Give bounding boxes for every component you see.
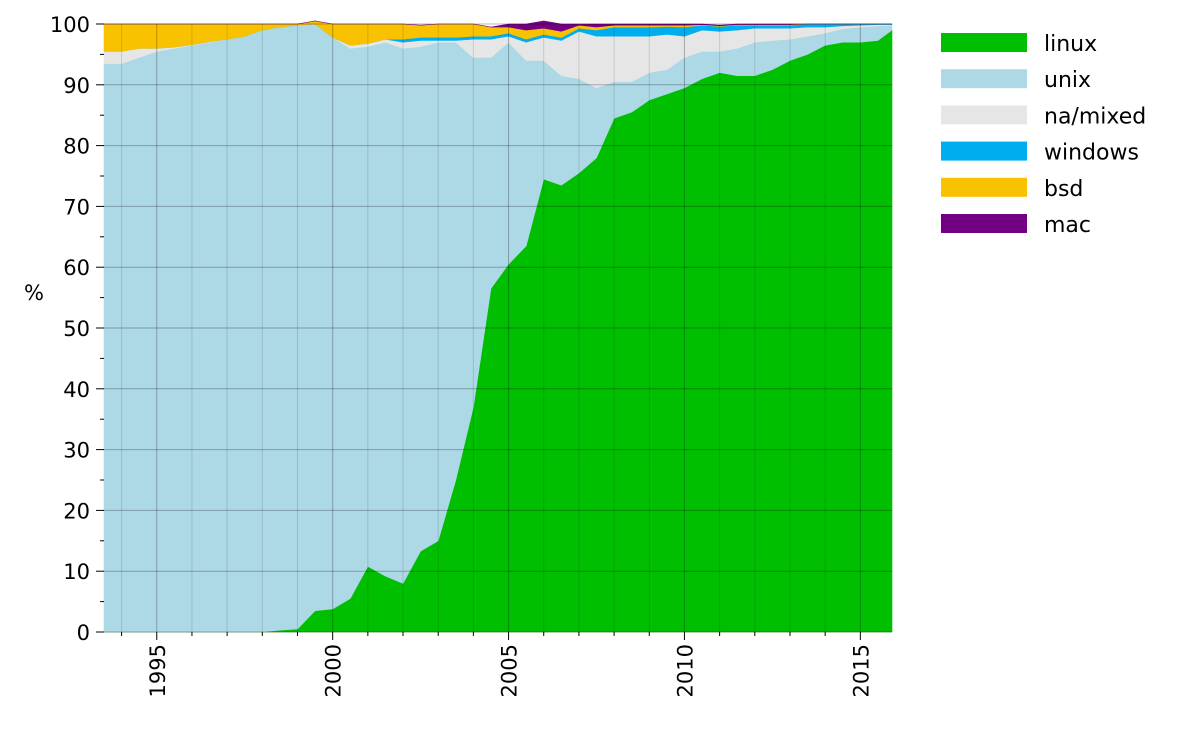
legend-swatch-mac: [941, 214, 1027, 233]
x-tick-label: 2000: [322, 644, 346, 697]
x-tick-label: 2015: [849, 644, 873, 697]
y-tick-label: 20: [63, 499, 90, 523]
legend-label: unix: [1044, 68, 1091, 93]
legend-swatch-na-mixed: [941, 105, 1027, 125]
x-tick-label: 2010: [673, 644, 697, 697]
legend: linux unix na/mixed windows bsd mac: [941, 32, 1146, 238]
y-tick-label: 80: [63, 135, 90, 159]
series-areas: [103, 20, 893, 633]
x-tick-labels: 1995 2000 2005 2010 2015: [146, 644, 874, 697]
y-axis-label: %: [24, 281, 44, 305]
legend-swatch-unix: [941, 69, 1027, 89]
legend-swatch-bsd: [941, 177, 1027, 197]
y-tick-label: 90: [63, 74, 90, 98]
y-tick-label: 0: [77, 621, 90, 645]
x-tick-label: 1995: [146, 644, 170, 697]
y-tick-label: 10: [63, 560, 90, 584]
legend-swatch-linux: [941, 33, 1027, 52]
y-tick-label: 70: [63, 195, 90, 219]
y-tick-label: 100: [50, 13, 90, 37]
legend-label: windows: [1044, 141, 1139, 166]
grid-lines: [104, 23, 892, 633]
legend-swatch-windows: [941, 141, 1027, 161]
legend-label: mac: [1044, 213, 1091, 238]
axis-ticks: [96, 23, 861, 640]
legend-label: linux: [1044, 32, 1097, 57]
y-tick-label: 40: [63, 378, 90, 402]
y-tick-label: 50: [63, 317, 90, 341]
area-mac: [104, 20, 892, 32]
x-tick-label: 2005: [498, 644, 522, 697]
legend-label: bsd: [1044, 177, 1083, 202]
y-tick-label: 30: [63, 439, 90, 463]
legend-label: na/mixed: [1044, 104, 1146, 129]
y-tick-labels: 0 10 20 30 40 50 60 70 80 90 100: [50, 13, 90, 645]
y-tick-label: 60: [63, 256, 90, 280]
